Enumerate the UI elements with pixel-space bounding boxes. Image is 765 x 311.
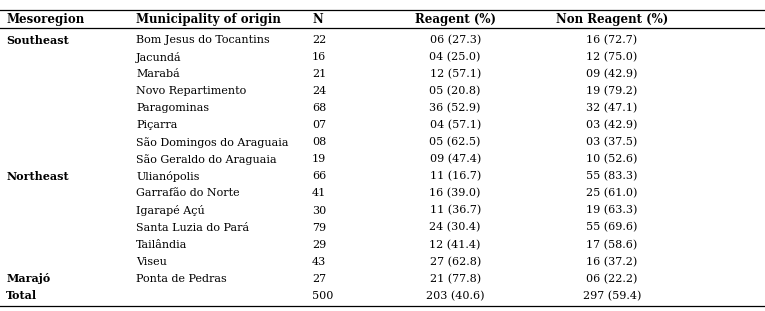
Text: 32 (47.1): 32 (47.1): [587, 103, 637, 114]
Text: 06 (27.3): 06 (27.3): [430, 35, 480, 45]
Text: N: N: [312, 13, 323, 26]
Text: 297 (59.4): 297 (59.4): [583, 290, 641, 301]
Text: 12 (41.4): 12 (41.4): [429, 239, 481, 250]
Text: 43: 43: [312, 257, 327, 267]
Text: 500: 500: [312, 291, 334, 301]
Text: Paragominas: Paragominas: [136, 103, 210, 113]
Text: Ponta de Pedras: Ponta de Pedras: [136, 274, 227, 284]
Text: 25 (61.0): 25 (61.0): [586, 188, 638, 199]
Text: 66: 66: [312, 171, 327, 181]
Text: Piçarra: Piçarra: [136, 120, 177, 130]
Text: Marajó: Marajó: [6, 273, 50, 284]
Text: 19: 19: [312, 154, 327, 165]
Text: 06 (22.2): 06 (22.2): [586, 274, 638, 284]
Text: 09 (42.9): 09 (42.9): [586, 69, 638, 79]
Text: 12 (57.1): 12 (57.1): [430, 69, 480, 79]
Text: 04 (57.1): 04 (57.1): [430, 120, 480, 131]
Text: 16 (72.7): 16 (72.7): [587, 35, 637, 45]
Text: Total: Total: [6, 290, 37, 301]
Text: 22: 22: [312, 35, 327, 45]
Text: 10 (52.6): 10 (52.6): [586, 154, 638, 165]
Text: 21 (77.8): 21 (77.8): [430, 274, 480, 284]
Text: Ulianópolis: Ulianópolis: [136, 171, 200, 182]
Text: Tailândia: Tailândia: [136, 239, 187, 250]
Text: Bom Jesus do Tocantins: Bom Jesus do Tocantins: [136, 35, 270, 45]
Text: 03 (42.9): 03 (42.9): [586, 120, 638, 131]
Text: 03 (37.5): 03 (37.5): [587, 137, 637, 147]
Text: 16: 16: [312, 52, 327, 62]
Text: 55 (83.3): 55 (83.3): [586, 171, 638, 182]
Text: 79: 79: [312, 223, 326, 233]
Text: 19 (63.3): 19 (63.3): [586, 205, 638, 216]
Text: 203 (40.6): 203 (40.6): [426, 290, 484, 301]
Text: 55 (69.6): 55 (69.6): [586, 222, 638, 233]
Text: 09 (47.4): 09 (47.4): [430, 154, 480, 165]
Text: 05 (62.5): 05 (62.5): [429, 137, 481, 147]
Text: 19 (79.2): 19 (79.2): [587, 86, 637, 96]
Text: Municipality of origin: Municipality of origin: [136, 13, 281, 26]
Text: 11 (36.7): 11 (36.7): [430, 205, 480, 216]
Text: Viseu: Viseu: [136, 257, 167, 267]
Text: 27 (62.8): 27 (62.8): [430, 257, 480, 267]
Text: 24: 24: [312, 86, 327, 96]
Text: Reagent (%): Reagent (%): [415, 13, 496, 26]
Text: 24 (30.4): 24 (30.4): [429, 222, 481, 233]
Text: São Domingos do Araguaia: São Domingos do Araguaia: [136, 137, 288, 148]
Text: Southeast: Southeast: [6, 35, 69, 46]
Text: 11 (16.7): 11 (16.7): [430, 171, 480, 182]
Text: São Geraldo do Araguaia: São Geraldo do Araguaia: [136, 154, 277, 165]
Text: 16 (39.0): 16 (39.0): [429, 188, 481, 199]
Text: 04 (25.0): 04 (25.0): [429, 52, 481, 62]
Text: 17 (58.6): 17 (58.6): [587, 239, 637, 250]
Text: 29: 29: [312, 239, 327, 250]
Text: Santa Luzia do Pará: Santa Luzia do Pará: [136, 223, 249, 233]
Text: 36 (52.9): 36 (52.9): [429, 103, 481, 114]
Text: Marabá: Marabá: [136, 69, 180, 79]
Text: Non Reagent (%): Non Reagent (%): [556, 13, 668, 26]
Text: 21: 21: [312, 69, 327, 79]
Text: Garrafão do Norte: Garrafão do Norte: [136, 188, 239, 198]
Text: 30: 30: [312, 206, 327, 216]
Text: Novo Repartimento: Novo Repartimento: [136, 86, 246, 96]
Text: 12 (75.0): 12 (75.0): [587, 52, 637, 62]
Text: 05 (20.8): 05 (20.8): [429, 86, 481, 96]
Text: Mesoregion: Mesoregion: [6, 13, 84, 26]
Text: Igarapé Açú: Igarapé Açú: [136, 205, 205, 216]
Text: 07: 07: [312, 120, 326, 130]
Text: 68: 68: [312, 103, 327, 113]
Text: 08: 08: [312, 137, 327, 147]
Text: 27: 27: [312, 274, 326, 284]
Text: 41: 41: [312, 188, 327, 198]
Text: 16 (37.2): 16 (37.2): [587, 257, 637, 267]
Text: Jacundá: Jacundá: [136, 52, 182, 63]
Text: Northeast: Northeast: [6, 171, 69, 182]
